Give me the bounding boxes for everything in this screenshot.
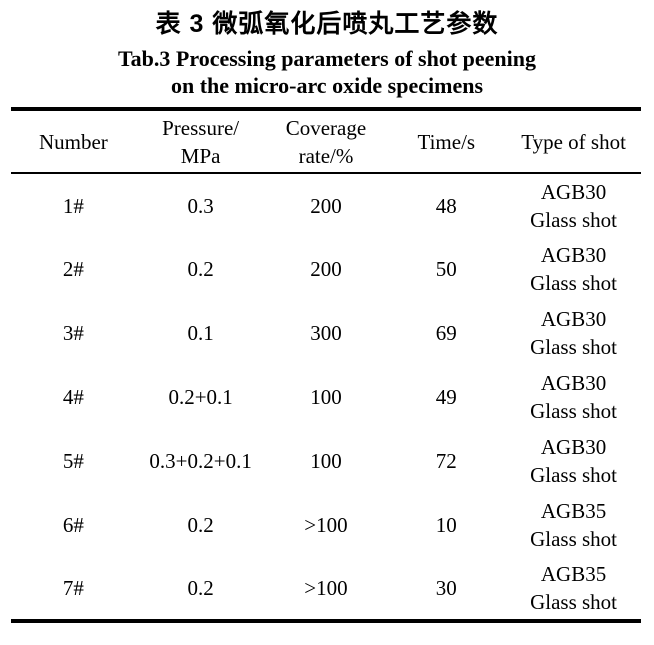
shot-name: AGB30: [540, 435, 607, 459]
cell-pressure: 0.1: [187, 321, 214, 345]
parameters-table: Number Pressure/ MPa Coverage rate/% Tim…: [11, 107, 641, 623]
cell-coverage: >100: [304, 513, 348, 537]
table-row: 7# 0.2 >100 30 AGB35 Glass shot: [11, 557, 641, 621]
cell-number: 2#: [62, 257, 84, 281]
header-coverage-line2: rate/%: [298, 143, 354, 168]
cell-coverage: 200: [310, 193, 342, 218]
shot-material: Glass shot: [530, 271, 618, 295]
table-row: 2# 0.2 200 50 AGB30 Glass shot: [11, 237, 641, 301]
cell-number: 6#: [62, 513, 84, 537]
cell-number: 3#: [62, 321, 84, 345]
cell-type-of-shot: AGB35 Glass shot: [506, 557, 641, 621]
shot-material: Glass shot: [530, 399, 618, 423]
header-time-line1: Time/s: [417, 129, 476, 154]
cell-pressure: 0.3: [187, 193, 214, 218]
cell-coverage: 300: [310, 321, 342, 345]
shot-material: Glass shot: [530, 463, 618, 487]
table-row: 1# 0.3 200 48 AGB30 Glass shot: [11, 173, 641, 237]
cell-time: 48: [435, 193, 457, 218]
header-number: Number: [11, 109, 136, 173]
table-caption: 表 3 微弧氧化后喷丸工艺参数 Tab.3 Processing paramet…: [0, 9, 654, 99]
cell-time: 50: [435, 257, 457, 281]
cell-number: 4#: [62, 385, 84, 409]
table-row: 5# 0.3+0.2+0.1 100 72 AGB30 Glass shot: [11, 429, 641, 493]
cell-type-of-shot: AGB30 Glass shot: [506, 429, 641, 493]
table-row: 4# 0.2+0.1 100 49 AGB30 Glass shot: [11, 365, 641, 429]
cell-pressure: 0.2+0.1: [168, 385, 233, 409]
cell-coverage: 200: [310, 257, 342, 281]
shot-material: Glass shot: [530, 207, 618, 232]
cell-type-of-shot: AGB30 Glass shot: [506, 237, 641, 301]
caption-chinese: 表 3 微弧氧化后喷丸工艺参数: [155, 10, 499, 38]
cell-number: 5#: [62, 449, 84, 473]
header-pressure-line1: Pressure/: [162, 115, 240, 140]
header-pressure-line2: MPa: [180, 143, 221, 168]
cell-type-of-shot: AGB30 Glass shot: [506, 173, 641, 237]
shot-name: AGB30: [540, 307, 607, 331]
caption-english: Tab.3 Processing parameters of shot peen…: [0, 45, 654, 99]
cell-number: 7#: [62, 576, 84, 600]
shot-material: Glass shot: [530, 527, 618, 551]
cell-time: 30: [435, 576, 457, 600]
shot-material: Glass shot: [530, 590, 618, 614]
shot-name: AGB30: [540, 243, 607, 267]
header-type-of-shot: Type of shot: [506, 109, 641, 173]
caption-english-line1: Tab.3 Processing parameters of shot peen…: [118, 46, 536, 71]
table-row: 6# 0.2 >100 10 AGB35 Glass shot: [11, 493, 641, 557]
header-time: Time/s: [386, 109, 506, 173]
table-body: 1# 0.3 200 48 AGB30 Glass shot 2# 0.2 20…: [11, 173, 641, 621]
header-coverage: Coverage rate/%: [266, 109, 387, 173]
header-pressure: Pressure/ MPa: [136, 109, 266, 173]
cell-time: 72: [435, 449, 457, 473]
header-number-line1: Number: [38, 129, 108, 154]
cell-pressure: 0.3+0.2+0.1: [149, 449, 252, 473]
cell-pressure: 0.2: [187, 513, 214, 537]
cell-coverage: 100: [310, 449, 342, 473]
table-row: 3# 0.1 300 69 AGB30 Glass shot: [11, 301, 641, 365]
caption-english-line2: on the micro-arc oxide specimens: [170, 73, 484, 98]
cell-time: 69: [435, 321, 457, 345]
cell-type-of-shot: AGB30 Glass shot: [506, 301, 641, 365]
shot-name: AGB30: [540, 179, 607, 204]
header-row: Number Pressure/ MPa Coverage rate/% Tim…: [11, 109, 641, 173]
cell-coverage: 100: [310, 385, 342, 409]
cell-type-of-shot: AGB35 Glass shot: [506, 493, 641, 557]
shot-name: AGB30: [540, 371, 607, 395]
cell-type-of-shot: AGB30 Glass shot: [506, 365, 641, 429]
table-header: Number Pressure/ MPa Coverage rate/% Tim…: [11, 109, 641, 173]
header-type-of-shot-line1: Type of shot: [521, 129, 626, 154]
cell-time: 10: [435, 513, 457, 537]
shot-name: AGB35: [540, 499, 607, 523]
cell-number: 1#: [62, 193, 84, 218]
shot-material: Glass shot: [530, 335, 618, 359]
cell-pressure: 0.2: [187, 257, 214, 281]
cell-pressure: 0.2: [187, 576, 214, 600]
cell-time: 49: [435, 385, 457, 409]
cell-coverage: >100: [304, 576, 348, 600]
shot-name: AGB35: [540, 562, 607, 586]
header-coverage-line1: Coverage: [285, 115, 367, 140]
